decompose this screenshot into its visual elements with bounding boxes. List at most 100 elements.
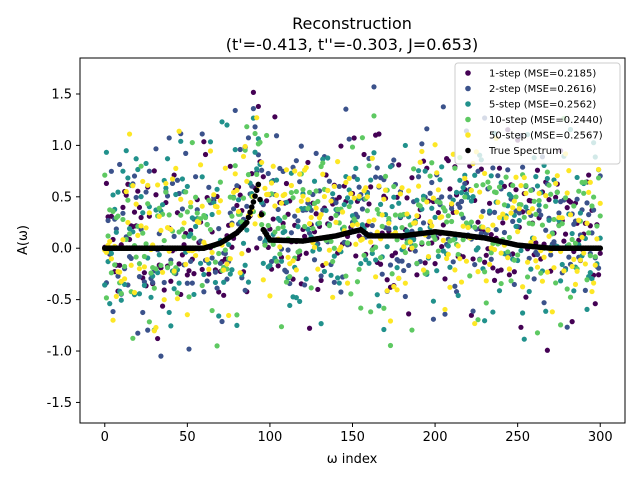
- data-point: [354, 221, 361, 228]
- data-point: [391, 157, 397, 163]
- data-point: [455, 292, 461, 299]
- data-point: [168, 323, 174, 329]
- data-point: [564, 190, 570, 196]
- data-point: [429, 223, 435, 229]
- data-point: [495, 173, 501, 179]
- data-point: [475, 269, 481, 275]
- data-point: [297, 298, 303, 305]
- data-point: [221, 267, 227, 273]
- data-point: [326, 247, 332, 253]
- data-point: [280, 224, 286, 230]
- data-point: [447, 186, 453, 192]
- data-point: [534, 330, 541, 336]
- data-point: [141, 270, 148, 276]
- data-point: [197, 162, 204, 168]
- data-point: [402, 142, 408, 149]
- data-point: [510, 218, 516, 224]
- data-point: [207, 148, 214, 154]
- data-point: [374, 206, 380, 213]
- data-point: [445, 213, 451, 219]
- data-point: [275, 225, 281, 231]
- data-point: [214, 343, 220, 349]
- data-point: [465, 224, 471, 231]
- data-point: [103, 295, 110, 301]
- legend-marker: [465, 116, 471, 123]
- data-point: [460, 185, 466, 191]
- data-point: [595, 265, 602, 271]
- data-point: [549, 309, 555, 315]
- data-point: [460, 237, 466, 243]
- data-point: [222, 247, 228, 253]
- data-point: [387, 318, 394, 324]
- data-point: [161, 237, 167, 244]
- data-point: [155, 335, 161, 342]
- data-point: [133, 254, 139, 260]
- data-point: [427, 218, 433, 225]
- data-point: [250, 89, 257, 95]
- data-point: [587, 253, 593, 259]
- data-point: [422, 260, 428, 266]
- data-point: [240, 153, 247, 160]
- data-point: [318, 211, 324, 218]
- data-point: [394, 287, 400, 293]
- data-point: [156, 213, 162, 220]
- data-point: [278, 200, 285, 206]
- data-point: [161, 287, 167, 293]
- data-point: [518, 324, 524, 330]
- data-point: [488, 173, 494, 179]
- data-point: [153, 192, 159, 198]
- data-point: [556, 210, 562, 216]
- data-point: [569, 263, 575, 270]
- data-point: [354, 279, 361, 285]
- data-point: [366, 218, 372, 224]
- data-point: [273, 192, 280, 198]
- data-point: [399, 185, 405, 191]
- data-point: [201, 139, 207, 145]
- data-point: [447, 284, 453, 290]
- data-point: [472, 172, 478, 178]
- data-point: [567, 199, 574, 205]
- data-point: [586, 212, 592, 218]
- data-point: [399, 258, 405, 264]
- data-point: [511, 269, 517, 275]
- data-point: [420, 267, 427, 273]
- data-point: [529, 206, 536, 212]
- data-point: [427, 190, 433, 196]
- data-point: [503, 215, 509, 221]
- data-point: [493, 226, 499, 233]
- data-point: [288, 182, 294, 189]
- data-point: [282, 214, 288, 220]
- data-point: [394, 265, 400, 271]
- data-point: [412, 220, 418, 226]
- data-point: [158, 227, 164, 234]
- true-spectrum-point: [597, 245, 604, 252]
- data-point: [513, 194, 519, 200]
- data-point: [197, 260, 204, 266]
- data-point: [135, 330, 141, 336]
- data-point: [102, 282, 108, 288]
- data-point: [102, 172, 108, 178]
- data-point: [435, 187, 441, 193]
- legend-label: 1-step (MSE=0.2185): [489, 69, 596, 80]
- data-point: [254, 115, 260, 121]
- data-point: [429, 205, 435, 211]
- data-point: [460, 223, 466, 229]
- data-point: [120, 204, 126, 210]
- data-point: [597, 213, 603, 219]
- data-point: [174, 296, 181, 302]
- data-point: [450, 259, 456, 265]
- data-point: [439, 194, 445, 200]
- legend-label: 5-step (MSE=0.2562): [489, 100, 596, 111]
- data-point: [331, 253, 337, 259]
- data-point: [368, 177, 374, 183]
- data-point: [373, 257, 379, 263]
- data-point: [163, 189, 169, 195]
- data-point: [564, 286, 570, 292]
- data-point: [506, 266, 512, 272]
- data-point: [145, 327, 151, 333]
- data-point: [505, 167, 511, 173]
- data-point: [110, 308, 116, 315]
- data-point: [229, 213, 235, 219]
- data-point: [586, 172, 592, 178]
- data-point: [589, 203, 595, 209]
